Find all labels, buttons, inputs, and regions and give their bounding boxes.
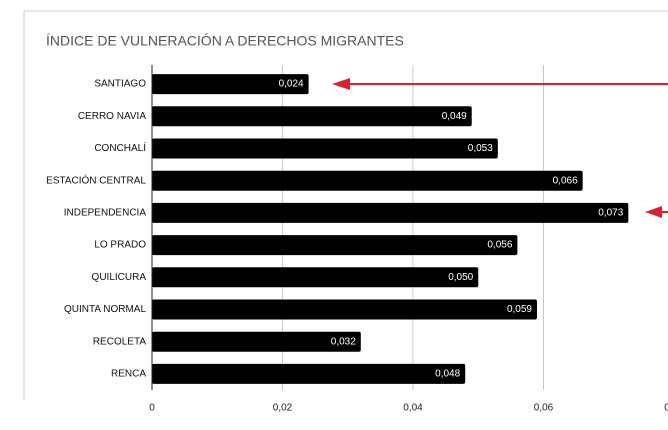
y-tick-label: QUILICURA — [92, 272, 147, 283]
value-label: 0,053 — [468, 143, 493, 154]
y-tick-label: INDEPENDENCIA — [64, 208, 147, 219]
bar — [152, 138, 498, 159]
bar — [152, 202, 629, 223]
bar — [152, 267, 479, 288]
y-tick-label: SANTIAGO — [94, 79, 146, 90]
bar — [152, 331, 361, 352]
bar — [152, 235, 518, 256]
bar — [152, 170, 583, 191]
y-tick-label: ESTACIÓN CENTRAL — [46, 173, 146, 186]
x-tick-label: 0,04 — [403, 403, 423, 414]
value-label: 0,024 — [279, 79, 304, 90]
bar — [152, 299, 537, 320]
bar — [152, 106, 472, 127]
value-label: 0,032 — [331, 336, 356, 347]
annotation-arrow — [645, 206, 668, 218]
annotation-arrow — [332, 78, 668, 90]
y-tick-label: QUINTA NORMAL — [64, 304, 146, 315]
y-tick-label: CONCHALÍ — [94, 141, 146, 154]
x-tick-label: 0,08 — [664, 403, 668, 414]
panel-border — [23, 10, 668, 400]
value-label: 0,049 — [442, 111, 467, 122]
value-label: 0,059 — [507, 304, 532, 315]
x-tick-label: 0,02 — [273, 403, 293, 414]
value-label: 0,050 — [448, 272, 473, 283]
x-tick-label: 0 — [149, 403, 155, 414]
y-tick-label: RECOLETA — [93, 336, 146, 347]
value-label: 0,066 — [553, 175, 578, 186]
value-label: 0,056 — [487, 240, 512, 251]
value-label: 0,073 — [598, 208, 623, 219]
bar — [152, 74, 309, 95]
value-label: 0,048 — [435, 369, 460, 380]
y-tick-label: LO PRADO — [94, 240, 146, 251]
bar — [152, 363, 466, 384]
y-tick-label: RENCA — [111, 369, 146, 380]
plot: 0 0,02 0,04 0,06 0,08 SANTIAGO 0,024 CERRO NAVI… — [46, 65, 668, 414]
x-tick-label: 0,06 — [534, 403, 554, 414]
chart-title: ÍNDICE DE VULNERACIÓN A DERECHOS MIGRANT… — [46, 33, 404, 49]
y-tick-label: CERRO NAVIA — [78, 111, 146, 122]
